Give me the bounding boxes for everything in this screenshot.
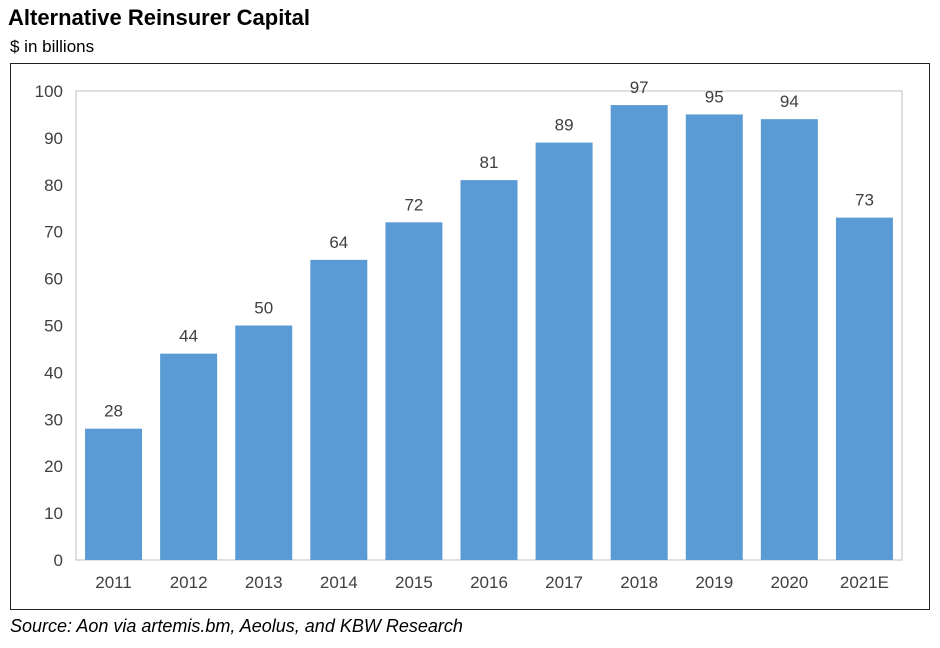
data-label: 44 (179, 327, 198, 346)
y-tick-label: 90 (44, 129, 63, 148)
y-tick-label: 80 (44, 176, 63, 195)
x-tick-label: 2019 (695, 573, 733, 592)
bar (385, 222, 443, 560)
data-label: 97 (630, 78, 649, 97)
data-label: 64 (329, 233, 348, 252)
chart-title: Alternative Reinsurer Capital (8, 5, 310, 30)
bar (760, 119, 818, 560)
x-tick-label: 2016 (470, 573, 508, 592)
y-tick-label: 60 (44, 270, 63, 289)
bar (460, 180, 518, 561)
y-tick-label: 0 (54, 551, 63, 570)
y-tick-label: 100 (35, 82, 63, 101)
y-tick-label: 20 (44, 457, 63, 476)
x-tick-label: 2014 (320, 573, 358, 592)
y-tick-label: 70 (44, 223, 63, 242)
x-tick-label: 2012 (170, 573, 208, 592)
bar (85, 428, 143, 560)
bar-chart: 0 10 20 30 40 50 60 70 80 90 100 28 2011 44 2012 50 2013… (35, 78, 903, 592)
bar (235, 325, 293, 560)
data-label: 81 (480, 153, 499, 172)
x-tick-label: 2013 (245, 573, 283, 592)
y-tick-label: 10 (44, 504, 63, 523)
y-tick-label: 50 (44, 317, 63, 336)
bar (160, 353, 218, 560)
bar (535, 142, 593, 560)
data-label: 94 (780, 92, 799, 111)
bar (685, 114, 743, 560)
data-label: 89 (555, 116, 574, 135)
data-label: 28 (104, 402, 123, 421)
bar (835, 217, 893, 560)
x-tick-label: 2017 (545, 573, 583, 592)
y-tick-label: 30 (44, 410, 63, 429)
bar (610, 105, 668, 560)
data-label: 50 (254, 299, 273, 318)
x-tick-label: 2015 (395, 573, 433, 592)
data-label: 72 (404, 195, 423, 214)
chart-frame: 0 10 20 30 40 50 60 70 80 90 100 28 2011 44 2012 50 2013… (10, 63, 930, 610)
chart-source: Source: Aon via artemis.bm, Aeolus, and … (10, 616, 463, 636)
chart-subtitle: $ in billions (10, 37, 95, 56)
x-tick-label: 2021E (840, 573, 889, 592)
x-tick-label: 2018 (620, 573, 658, 592)
x-tick-label: 2020 (770, 573, 808, 592)
data-label: 95 (705, 87, 724, 106)
data-label: 73 (855, 191, 874, 210)
bar (310, 259, 368, 560)
y-tick-label: 40 (44, 363, 63, 382)
x-tick-label: 2011 (95, 573, 132, 592)
